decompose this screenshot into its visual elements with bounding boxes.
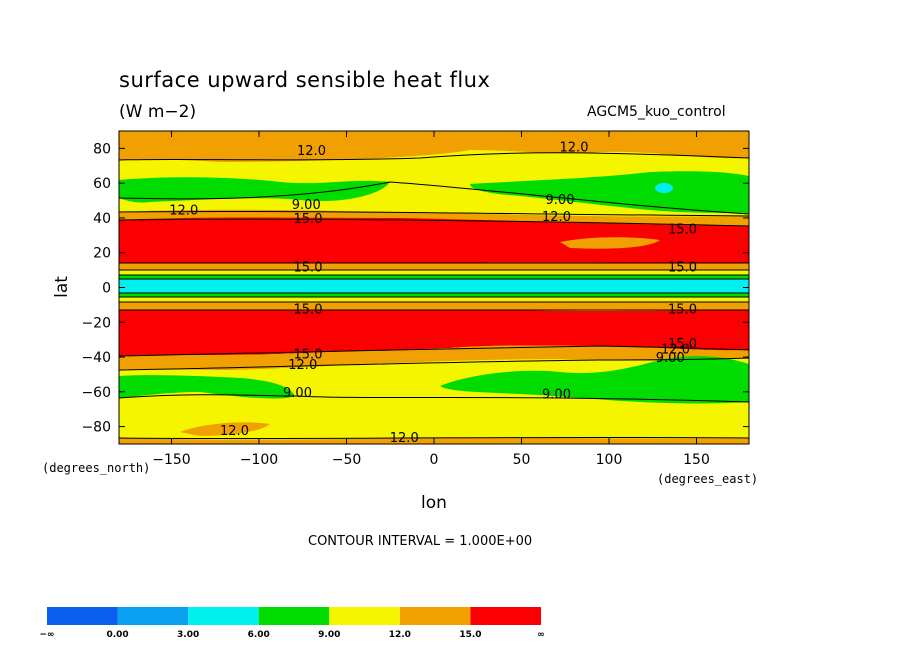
colorbar-swatch [117, 607, 189, 625]
y-tick-label: 0 [102, 281, 111, 297]
x-tick-label: 150 [683, 452, 710, 468]
contour-label: 15.0 [294, 212, 323, 227]
band-green-south-west [119, 375, 295, 399]
colorbar-tick-label: ∞ [537, 630, 545, 640]
y-tick-label: −80 [81, 420, 111, 436]
contour-label: 12.0 [661, 342, 690, 357]
x-tick-label: −150 [152, 452, 190, 468]
contour-label: 15.0 [668, 261, 697, 276]
contour-label: 9.00 [292, 198, 321, 213]
x-tick-label: 50 [513, 452, 531, 468]
contour-line [119, 218, 749, 227]
colorbar-tick-label: 6.00 [248, 630, 270, 640]
contour-label: 15.0 [294, 261, 323, 276]
band-orange-south [119, 345, 749, 370]
spot-cyan-north [655, 183, 673, 193]
x-axis-label: lon [421, 493, 447, 513]
band-orange-north [119, 131, 749, 162]
colorbar-tick-label: −∞ [39, 630, 54, 640]
contour-label: 15.0 [294, 302, 323, 317]
x-axis: −150 −100 −50 0 50 100 150 [152, 131, 710, 468]
contour-line [119, 345, 749, 357]
contour-label: 9.00 [283, 386, 312, 401]
y-tick-label: −60 [81, 385, 111, 401]
y-tick-label: 40 [93, 211, 111, 227]
patch-orange-north [560, 237, 660, 249]
band-yellow-eq-north [119, 270, 749, 275]
colorbar: −∞ 0.00 3.00 6.00 9.00 12.0 15.0 ∞ [39, 607, 545, 640]
band-yellow-eq-south [119, 297, 749, 302]
contour-label: 12.0 [288, 358, 317, 373]
colorbar-tick-label: 3.00 [177, 630, 199, 640]
contour-line [119, 357, 749, 371]
y-axis: 80 60 40 20 0 −20 −40 −60 −80 [81, 141, 749, 436]
band-green-south-east [440, 356, 749, 404]
y-tick-label: −40 [81, 350, 111, 366]
colorbar-swatch [329, 607, 400, 625]
contour-label: 12.0 [560, 141, 589, 156]
contour-label: 9.00 [542, 388, 571, 403]
x-tick-label: −50 [332, 452, 362, 468]
chart-title: surface upward sensible heat flux [119, 68, 491, 92]
x-units-label: (degrees_east) [657, 472, 758, 486]
band-green-eq-south [119, 293, 749, 297]
colorbar-swatch [47, 607, 118, 625]
contour-interval-label: CONTOUR INTERVAL = 1.000E+00 [308, 534, 533, 549]
band-red-south [119, 310, 749, 356]
x-tick-label: 0 [430, 452, 439, 468]
experiment-label: AGCM5_kuo_control [587, 104, 726, 120]
contour-lines [119, 152, 749, 440]
contour-label: 9.00 [656, 351, 685, 366]
colorbar-tick-label: 15.0 [459, 630, 481, 640]
colorbar-tick-label: 0.00 [106, 630, 128, 640]
contour-label: 12.0 [542, 210, 571, 225]
contour-line [119, 436, 749, 440]
contour-label: 15.0 [668, 337, 697, 352]
band-orange-eq-north [119, 263, 749, 270]
patch-orange-south [180, 422, 270, 436]
band-cyan-eq [119, 279, 749, 293]
contour-label: 15.0 [294, 348, 323, 363]
colorbar-tick-label: 9.00 [318, 630, 340, 640]
contour-line [119, 152, 749, 161]
x-tick-label: 100 [596, 452, 623, 468]
y-tick-label: 60 [93, 176, 111, 192]
y-units-label: (degrees_north) [42, 461, 150, 475]
contour-label: 15.0 [668, 302, 697, 317]
y-tick-label: −20 [81, 315, 111, 331]
y-tick-label: 80 [93, 141, 111, 157]
contour-label: 9.00 [546, 193, 575, 208]
chart-units: (W m−2) [119, 102, 197, 122]
contour-line [119, 210, 749, 217]
contour-label: 15.0 [668, 222, 697, 237]
y-axis-label: lat [52, 276, 72, 298]
contour-label: 12.0 [390, 431, 419, 446]
band-green-north-west [119, 177, 390, 203]
colorbar-tick-label: 12.0 [389, 630, 411, 640]
colorbar-swatch [188, 607, 259, 625]
colorbar-swatch [399, 607, 471, 625]
x-tick-label: −100 [240, 452, 278, 468]
contour-line [119, 394, 749, 403]
contour-label: 12.0 [220, 424, 249, 439]
band-orange-eq-south [119, 302, 749, 310]
band-green-north-east [470, 171, 749, 214]
contour-line [119, 181, 749, 215]
contour-label: 12.0 [169, 203, 198, 218]
colorbar-swatch [258, 607, 330, 625]
colorbar-swatch [470, 607, 541, 625]
band-green-eq-north [119, 275, 749, 279]
filled-contour-field [119, 131, 749, 444]
y-tick-label: 20 [93, 246, 111, 262]
contour-label: 12.0 [297, 144, 326, 159]
band-red-north [119, 217, 749, 264]
